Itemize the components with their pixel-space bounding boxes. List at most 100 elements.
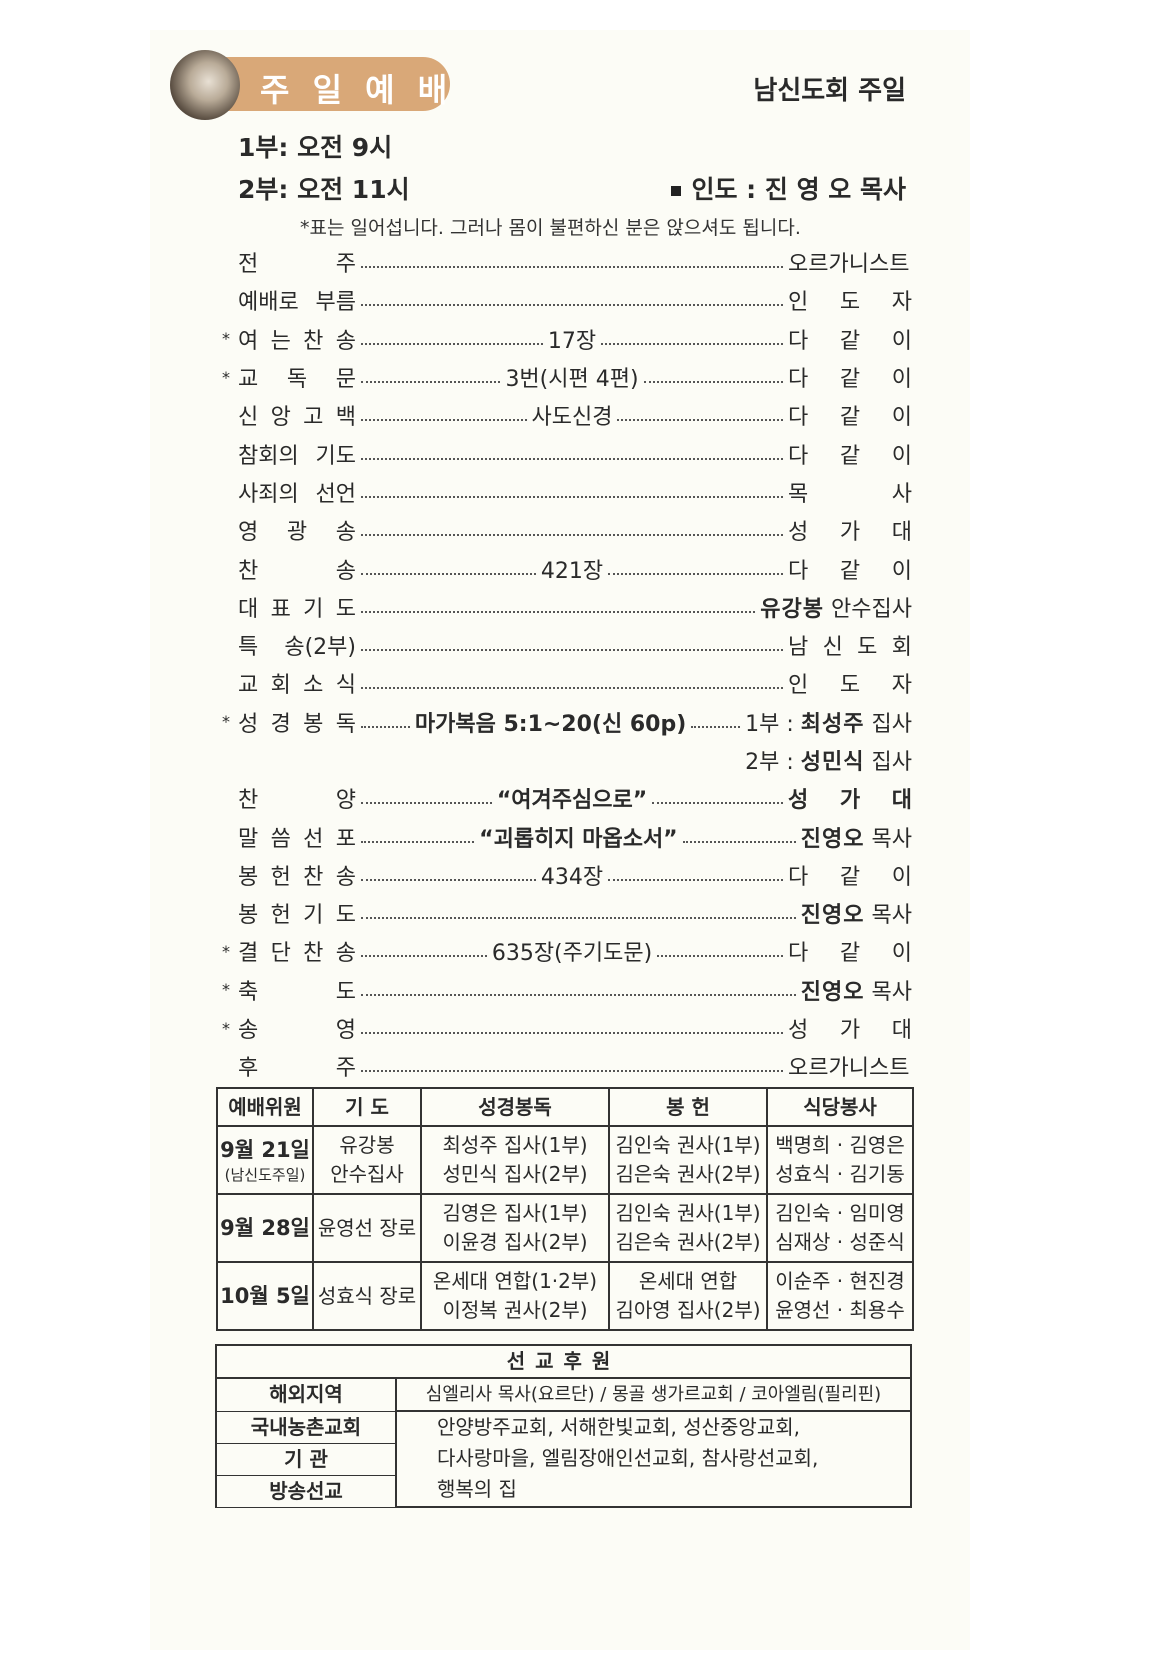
dot-leader [361,917,796,920]
service-item-label: 특 송(2부) [238,635,356,661]
star-icon: * [222,941,230,961]
service-item: * 결 단 찬 송 635장(주기도문) 다 같 이 [222,932,912,970]
dot-leader [652,802,784,805]
service-item-detail: 3번(시편 4편) [505,367,639,393]
dot-leader [361,381,501,384]
section-title-banner: 주 일 예 배 [200,57,450,111]
reading-line: 이정복 권사(2부) [442,1298,588,1322]
performer-name: 최성주 [800,711,865,737]
table-header: 예배위원 [216,1087,314,1127]
service-item: 특 송(2부) 남 신 도 회 [222,626,912,664]
kitchen-line: 심재상 · 성준식 [775,1230,905,1254]
service-item-label: 성 경 봉 독 [238,711,356,737]
dot-leader [608,878,784,881]
star-icon: * [222,329,230,349]
dot-leader [361,342,543,345]
performer-title: 목사 [864,979,913,1005]
kitchen-line: 백명희 · 김영은 [775,1133,905,1157]
dot-leader [361,802,492,805]
table-row: 10월 5일 성효식 장로 온세대 연합(1·2부) 이정복 권사(2부) 온세대 연합… [216,1261,914,1331]
service-item-label: 전 주 [238,252,356,278]
service-item: 후 주 오르가니스트 [222,1047,912,1085]
performer-name: 유강봉 [760,596,825,622]
service-item-performer: 인 도 자 [788,673,912,699]
star-icon: * [222,367,230,387]
service-item-label: 봉 헌 기 도 [238,903,356,929]
reading-line: 성민식 집사(2부) [442,1162,588,1186]
mission-domestic: 안양방주교회, 서해한빛교회, 성산중앙교회, 다사랑마을, 엘림장애인선교회, … [395,1410,912,1508]
date: 10월 5일 [220,1283,310,1308]
service-item: 대 표 기 도 유강봉 안수집사 [222,588,912,626]
service-item-performer: 다 같 이 [788,941,913,967]
mission-label: 기 관 [215,1442,397,1476]
service-item: * 교 독 문 3번(시편 4편) 다 같 이 [222,358,912,396]
offering-line: 온세대 연합 [638,1269,738,1293]
prayer-cell: 윤영선 장로 [312,1193,422,1263]
service-item: 찬 송 421장 다 같 이 [222,549,912,587]
service-item-label: 후 주 [238,1056,356,1082]
dot-leader [361,993,796,996]
performer-title: 집사 [864,750,913,775]
prayer-line: 안수집사 [330,1162,404,1186]
table-header: 식당봉사 [766,1087,914,1127]
dot-leader [361,572,536,575]
reading-cell: 최성주 집사(1부) 성민식 집사(2부) [420,1125,610,1195]
service-item-label: 교 회 소 식 [238,673,356,699]
service-item-performer: 진영오 목사 [801,897,912,929]
dot-leader [361,649,783,652]
reading-line: 최성주 집사(1부) [442,1133,588,1157]
service-item-label: 봉 헌 찬 송 [238,864,356,890]
service-item-label: 사죄의 선언 [238,481,356,507]
service-item-label: 교 독 문 [238,367,356,393]
dot-leader [361,610,756,613]
performer-name: 진영오 [800,826,865,852]
dot-leader [643,381,783,384]
service-time-1: 1부: 오전 9시 [238,133,393,162]
kitchen-line: 이순주 · 현진경 [775,1269,905,1293]
dot-leader [361,534,783,537]
date-cell: 10월 5일 [216,1261,314,1331]
order-of-service: 전 주 오르가니스트 예배로 부름 인 도 자 * 여 는 찬 송 17장 다 같 이 * 교 독… [222,243,912,1086]
service-item-detail: “여겨주심으로” [496,788,648,814]
service-item: * 축 도 진영오 목사 [222,971,912,1009]
service-item-performer: 성 가 대 [788,1018,912,1044]
offering-line: 김아영 집사(2부) [615,1298,761,1322]
service-item-performer: 인 도 자 [788,290,912,316]
reading-line: 온세대 연합(1·2부) [432,1269,598,1293]
dot-leader [361,955,487,958]
service-item: 찬 양 “여겨주심으로” 성 가 대 [222,779,912,817]
service-item-performer: 성 가 대 [788,788,913,814]
prayer-cell: 유강봉 안수집사 [312,1125,422,1195]
mission-label: 방송선교 [215,1474,397,1508]
mission-label: 국내농촌교회 [215,1410,397,1444]
date-note: (남신도주일) [224,1165,306,1184]
section-title: 주 일 예 배 [260,71,454,109]
service-time-2: 2부: 오전 11시 [238,175,410,204]
dot-leader [361,457,783,460]
mission-domestic-line: 다사랑마을, 엘림장애인선교회, 참사랑선교회, [437,1446,819,1470]
service-item-performer: 다 같 이 [788,328,913,354]
performer-prefix: 2부 : [745,750,801,775]
prayer-cell: 성효식 장로 [312,1261,422,1331]
mission-overseas: 심엘리사 목사(요르단) / 몽골 생가르교회 / 코아엘림(필리핀) [395,1377,912,1412]
offering-cell: 김인숙 권사(1부) 김은숙 권사(2부) [608,1125,768,1195]
performer-title: 목사 [864,903,913,929]
service-item-label: 참회의 기도 [238,443,356,469]
table-row: 9월 28일 윤영선 장로 김영은 집사(1부) 이윤경 집사(2부) 김인숙 권사(1… [216,1193,914,1263]
dot-leader [361,266,783,269]
table-header: 봉 헌 [608,1087,768,1127]
performer-name: 진영오 [800,979,865,1005]
dot-leader [361,419,527,422]
service-item: 사죄의 선언 목 사 [222,473,912,511]
performer-title: 안수집사 [824,596,912,622]
performer-title: 목사 [864,826,913,852]
offering-line: 김인숙 권사(1부) [615,1201,761,1225]
service-item-detail: “괴롭히지 마옵소서” [479,826,678,852]
dot-leader [361,304,783,307]
dot-leader [691,725,741,728]
service-item-label: 결 단 찬 송 [238,941,356,967]
prayer-line: 윤영선 장로 [317,1215,417,1240]
kitchen-line: 성효식 · 김기동 [775,1162,905,1186]
service-item-detail: 421장 [540,558,604,584]
